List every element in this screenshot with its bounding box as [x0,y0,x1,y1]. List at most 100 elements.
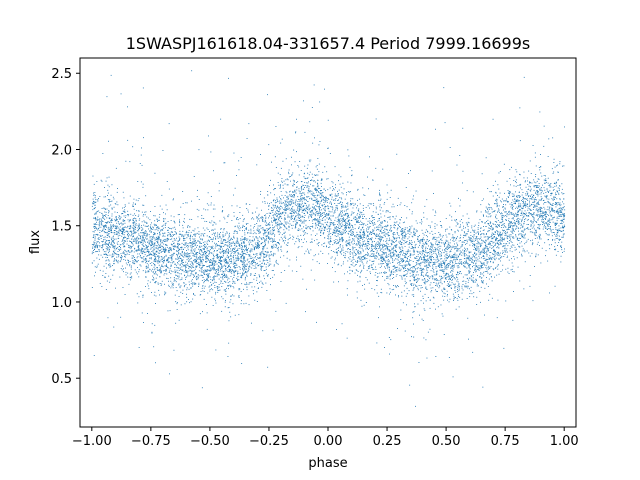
scatter-point [211,264,213,266]
scatter-point [495,215,496,217]
scatter-point [238,169,240,171]
scatter-point [499,192,501,194]
scatter-point [142,261,144,263]
scatter-point [441,267,443,268]
scatter-point [527,200,529,201]
scatter-point [233,257,234,259]
scatter-point [524,202,526,204]
scatter-point [247,261,249,263]
scatter-point [211,261,213,263]
scatter-point [196,246,197,248]
scatter-point [511,166,512,168]
scatter-point [175,271,177,273]
scatter-point [151,241,153,242]
scatter-point [98,210,100,212]
scatter-point [178,275,180,277]
scatter-point [246,252,248,253]
scatter-point [360,259,362,261]
scatter-point [513,180,515,181]
scatter-point [428,264,430,266]
scatter-point [379,238,381,240]
scatter-point [160,230,162,232]
scatter-point [331,202,332,204]
scatter-point [468,279,470,281]
scatter-point [449,147,451,148]
scatter-point [291,207,293,209]
scatter-point [275,201,277,203]
scatter-point [230,237,232,239]
scatter-point [174,226,176,228]
scatter-point [237,258,239,259]
scatter-point [237,280,238,281]
scatter-point [257,248,259,249]
scatter-point [495,240,496,242]
scatter-point [344,273,345,275]
scatter-point [95,226,97,228]
scatter-point [138,214,140,216]
scatter-point [275,206,277,208]
scatter-point [246,247,247,249]
scatter-point [154,242,156,244]
scatter-point [551,208,553,210]
scatter-point [182,230,184,232]
scatter-point [104,232,106,234]
scatter-point [495,267,497,268]
scatter-point [268,237,270,239]
scatter-point [109,281,111,283]
scatter-point [95,213,97,215]
scatter-point [247,209,249,211]
scatter-point [490,260,492,262]
scatter-point [105,214,107,215]
scatter-point [162,245,163,247]
scatter-point [221,260,223,262]
scatter-point [159,270,161,271]
scatter-point [165,204,167,206]
scatter-point [383,259,385,261]
scatter-point [158,260,160,262]
scatter-point [543,212,545,214]
scatter-point [318,188,319,189]
scatter-point [532,232,534,234]
scatter-point [164,270,166,271]
scatter-point [508,218,510,220]
scatter-point [437,258,439,260]
scatter-point [299,161,301,162]
scatter-point [413,277,415,279]
scatter-point [336,209,338,211]
scatter-point [268,208,270,210]
scatter-point [339,183,341,185]
scatter-point [128,261,129,263]
scatter-point [224,276,225,278]
scatter-point [518,224,520,225]
scatter-point [193,276,194,278]
scatter-point [400,243,402,245]
scatter-point [367,228,369,230]
scatter-point [233,248,235,250]
scatter-point [549,183,551,185]
scatter-point [329,187,331,189]
scatter-point [214,268,215,270]
scatter-point [370,231,372,233]
scatter-point [540,199,542,201]
scatter-point [397,255,399,257]
scatter-point [430,291,432,293]
scatter-point [385,255,387,257]
scatter-point [537,195,539,197]
scatter-point [378,317,379,319]
scatter-point [400,258,402,260]
scatter-point [360,220,362,222]
scatter-point [474,244,476,245]
scatter-point [212,239,214,241]
scatter-point [145,261,147,263]
scatter-point [362,187,364,189]
scatter-point [262,201,264,203]
scatter-point [554,222,556,224]
scatter-point [438,253,440,255]
scatter-point [405,283,407,285]
scatter-point [489,258,491,260]
scatter-point [129,234,130,236]
scatter-point [253,259,254,261]
scatter-point [242,220,244,222]
scatter-point [352,228,354,230]
